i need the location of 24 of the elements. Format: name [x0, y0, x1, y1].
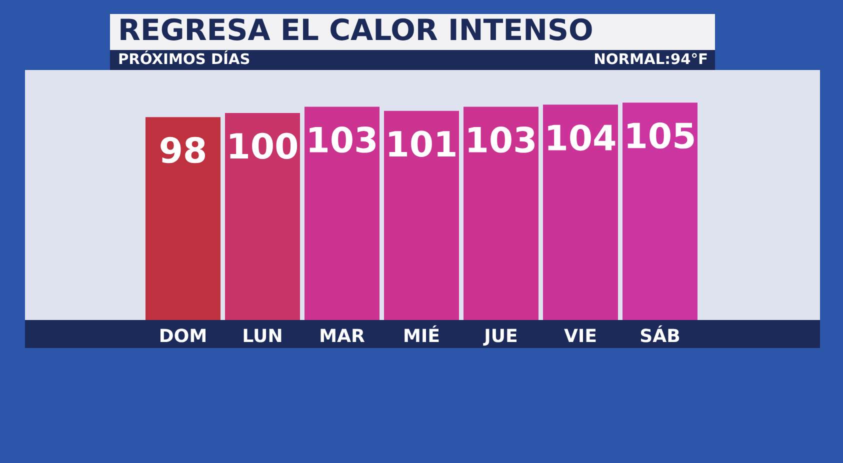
x-tick-label: MIÉ [404, 325, 439, 342]
chart-subtitle: PRÓXIMOS DÍAS [119, 50, 250, 64]
data-label: 105 [628, 122, 694, 149]
x-tick-label: VIE [564, 328, 596, 342]
x-tick-label: LUN [244, 328, 282, 342]
bar [304, 106, 380, 320]
data-label: 101 [389, 130, 456, 157]
data-label: 103 [310, 126, 376, 153]
data-label: 98 [160, 136, 206, 164]
x-tick-label: JUE [483, 328, 517, 346]
data-label: 100 [230, 132, 298, 160]
data-label: 104 [548, 124, 616, 151]
text: NORMAL:94°F [595, 53, 707, 64]
data-label: 103 [468, 126, 534, 153]
bar [146, 117, 220, 320]
bar [384, 110, 459, 320]
x-tick-label: DOM [160, 328, 206, 342]
bar [622, 102, 698, 320]
x-tick-label: SÁB [640, 325, 680, 342]
x-tick-label: MAR [320, 328, 365, 342]
chart-title: REGRESA EL CALOR INTENSO [120, 18, 592, 40]
bar [543, 104, 618, 320]
bar [464, 106, 538, 320]
bar [225, 112, 300, 320]
